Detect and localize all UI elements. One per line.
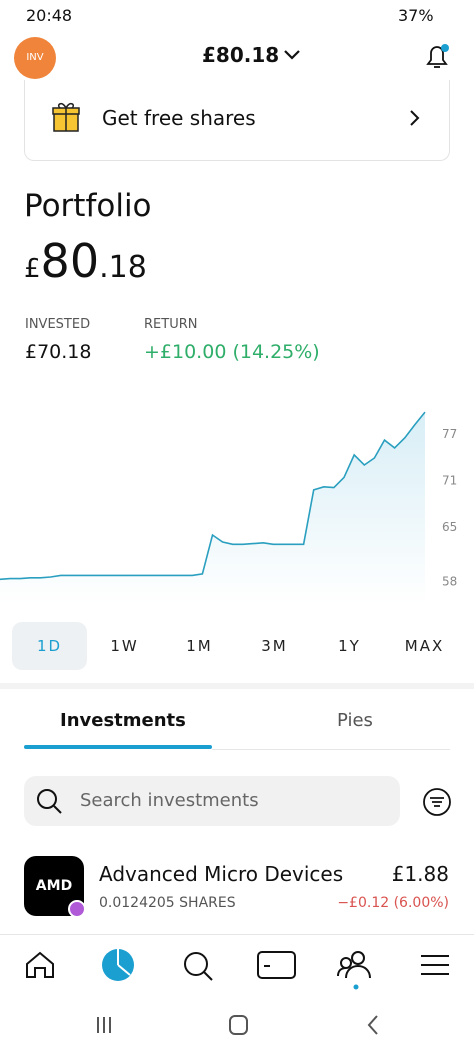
nav-divider	[0, 934, 474, 935]
pie-dot	[68, 900, 86, 918]
holding-logo: AMD	[24, 856, 84, 916]
bottom-nav	[26, 949, 449, 1035]
tab-line	[212, 749, 450, 750]
period-button[interactable]: 1D	[12, 622, 87, 670]
holding-change: −£0.12 (6.00%)	[337, 895, 449, 911]
price-line	[0, 411, 426, 581]
period-button[interactable]: 3M	[261, 637, 288, 655]
menu-icon[interactable]	[421, 955, 449, 975]
gift-icon	[52, 102, 80, 132]
search-nav-icon[interactable]	[184, 952, 208, 976]
divider	[0, 683, 474, 689]
invested-label: INVESTED	[25, 317, 91, 332]
account-badge[interactable]: INV	[14, 37, 56, 79]
tab-investments[interactable]: Investments	[60, 710, 186, 731]
home-icon[interactable]	[26, 951, 54, 978]
tab-pies[interactable]: Pies	[337, 710, 373, 731]
holding-shares: 0.0124205 SHARES	[99, 895, 236, 911]
portfolio-title: Portfolio	[24, 188, 152, 224]
portfolio-value: £80.18	[24, 234, 147, 288]
holding-name[interactable]: Advanced Micro Devices	[99, 862, 344, 886]
header-balance[interactable]: £80.18	[202, 43, 280, 67]
search-placeholder: Search investments	[80, 790, 259, 811]
chevron-right	[410, 110, 420, 126]
chevron-down	[284, 50, 300, 60]
y-tick-label: 65	[442, 520, 457, 534]
community-icon[interactable]	[351, 951, 365, 965]
period-button[interactable]: MAX	[404, 637, 445, 655]
currency: £	[24, 254, 41, 284]
tab-indicator	[24, 745, 212, 749]
return-label: RETURN	[144, 317, 198, 332]
home-button[interactable]	[229, 1015, 248, 1035]
period-button[interactable]: 1W	[110, 637, 139, 655]
period-button[interactable]: 1Y	[338, 637, 361, 655]
value-whole: 80	[40, 234, 100, 288]
y-tick-label: 71	[442, 474, 457, 488]
holding-value: £1.88	[391, 862, 449, 886]
filter-icon[interactable]	[422, 787, 452, 817]
status-time: 20:48	[26, 6, 73, 25]
bell-icon[interactable]	[422, 40, 452, 72]
return-value: +£10.00 (14.25%)	[144, 341, 320, 363]
period-button[interactable]: 1M	[186, 637, 213, 655]
price-chart: 58 65 71 77	[0, 411, 457, 605]
search-icon	[37, 789, 62, 814]
invested-value: £70.18	[25, 341, 92, 363]
recent-button[interactable]	[97, 1017, 111, 1033]
value-fraction: .18	[99, 250, 147, 285]
period-selector: 1D 1W 1M 3M 1Y MAX	[12, 622, 462, 670]
card-icon[interactable]	[257, 951, 296, 979]
line-area	[0, 412, 425, 605]
promo-card[interactable]	[24, 80, 450, 161]
battery: 37%	[398, 6, 434, 25]
y-tick-label: 58	[442, 575, 457, 589]
back-button[interactable]	[367, 1015, 378, 1035]
search-box[interactable]	[24, 776, 400, 826]
y-tick-label: 77	[442, 427, 457, 441]
promo-label: Get free shares	[102, 106, 256, 130]
